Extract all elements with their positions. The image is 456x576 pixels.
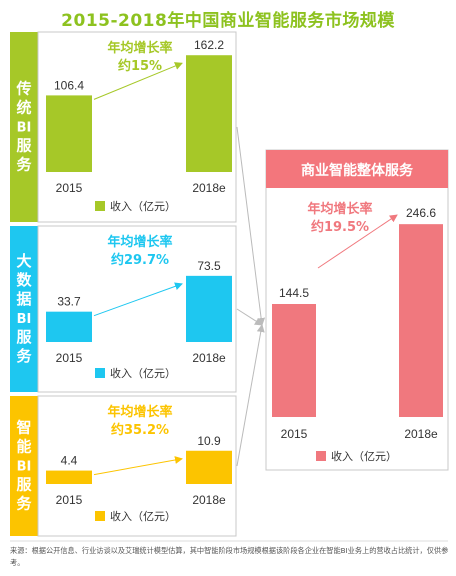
panel-label-2-2: BI [17,460,32,475]
overall-title: 商业智能整体服务 [301,162,414,179]
tick-label-0-0: 2015 [56,181,83,195]
panel-label-0-3: 服 [16,137,32,155]
panel-label-2-1: 能 [16,438,31,456]
growth-label-2: 年均增长率 [107,404,172,420]
panel-label-0-0: 传 [15,80,31,98]
overall-growth-arrow [317,214,398,269]
overall-legend-swatch [316,451,326,461]
panel-label-0-1: 统 [16,99,31,117]
growth-label-0: 年均增长率 [107,40,172,56]
bar-2-1 [186,450,232,484]
panel-tag-0 [10,32,38,222]
tick-label-2-1: 2018e [192,493,226,507]
data-label-1-1: 73.5 [197,259,221,273]
overall-tick-label-1: 2018e [404,427,438,441]
panel-label-1-3: BI [17,312,32,327]
panel-tag-2 [10,396,38,536]
growth-value-2: 约35.2% [111,422,169,438]
bar-2-0 [46,470,92,484]
chart-title: 2015-2018年中国商业智能服务市场规模 [61,11,395,31]
data-label-2-0: 4.4 [61,454,78,468]
growth-arrow-1 [93,282,183,317]
tick-label-2-0: 2015 [56,493,83,507]
panel-label-2-4: 务 [16,495,32,513]
panel-label-1-5: 务 [16,347,32,365]
overall-data-label-1: 246.6 [406,206,436,220]
panel-label-2-3: 服 [16,476,32,494]
panel-label-1-0: 大 [16,252,31,270]
legend-text-2: 收入（亿元） [110,509,176,523]
overall-data-label-0: 144.5 [279,286,309,300]
bar-1-0 [46,311,92,342]
legend-swatch-1 [95,368,105,378]
tick-label-1-1: 2018e [192,351,226,365]
data-label-0-0: 106.4 [54,78,84,92]
bar-0-1 [186,55,232,172]
connector-arrow-2 [236,324,265,467]
growth-arrow-2 [93,456,183,476]
panel-tag-1 [10,226,38,392]
tick-label-0-1: 2018e [192,181,226,195]
data-label-2-1: 10.9 [197,434,221,448]
overall-header [266,150,448,188]
connector-arrow-1 [236,308,263,326]
panel-label-1-2: 据 [16,290,31,308]
overall-growth-value: 约19.5% [311,219,369,235]
overall-bar-1 [399,224,443,417]
data-label-0-1: 162.2 [194,38,224,52]
growth-label-1: 年均增长率 [107,234,172,250]
overall-tick-label-0: 2015 [281,427,308,441]
panel-label-0-2: BI [17,121,32,136]
data-label-1-0: 33.7 [57,295,81,309]
panel-label-1-1: 数 [16,271,32,289]
bar-1-1 [186,275,232,342]
growth-value-0: 约15% [118,58,162,74]
panel-label-1-4: 服 [16,328,32,346]
tick-label-1-0: 2015 [56,351,83,365]
legend-swatch-0 [95,201,105,211]
growth-arrow-0 [93,62,183,100]
legend-swatch-2 [95,511,105,521]
bar-0-0 [46,95,92,172]
overall-bar-0 [272,304,316,417]
source-note: 来源：根据公开信息、行业访谈以及艾瑞统计模型估算，其中智能阶段市场规模根据该阶段… [10,546,449,567]
panel-label-0-4: 务 [16,156,32,174]
panel-label-2-0: 智 [16,419,31,437]
connector-arrow-0 [236,126,266,326]
legend-text-0: 收入（亿元） [110,199,176,213]
overall-growth-label: 年均增长率 [307,201,372,217]
overall-legend-text: 收入（亿元） [331,449,397,463]
growth-value-1: 约29.7% [111,252,169,268]
legend-text-1: 收入（亿元） [110,366,176,380]
